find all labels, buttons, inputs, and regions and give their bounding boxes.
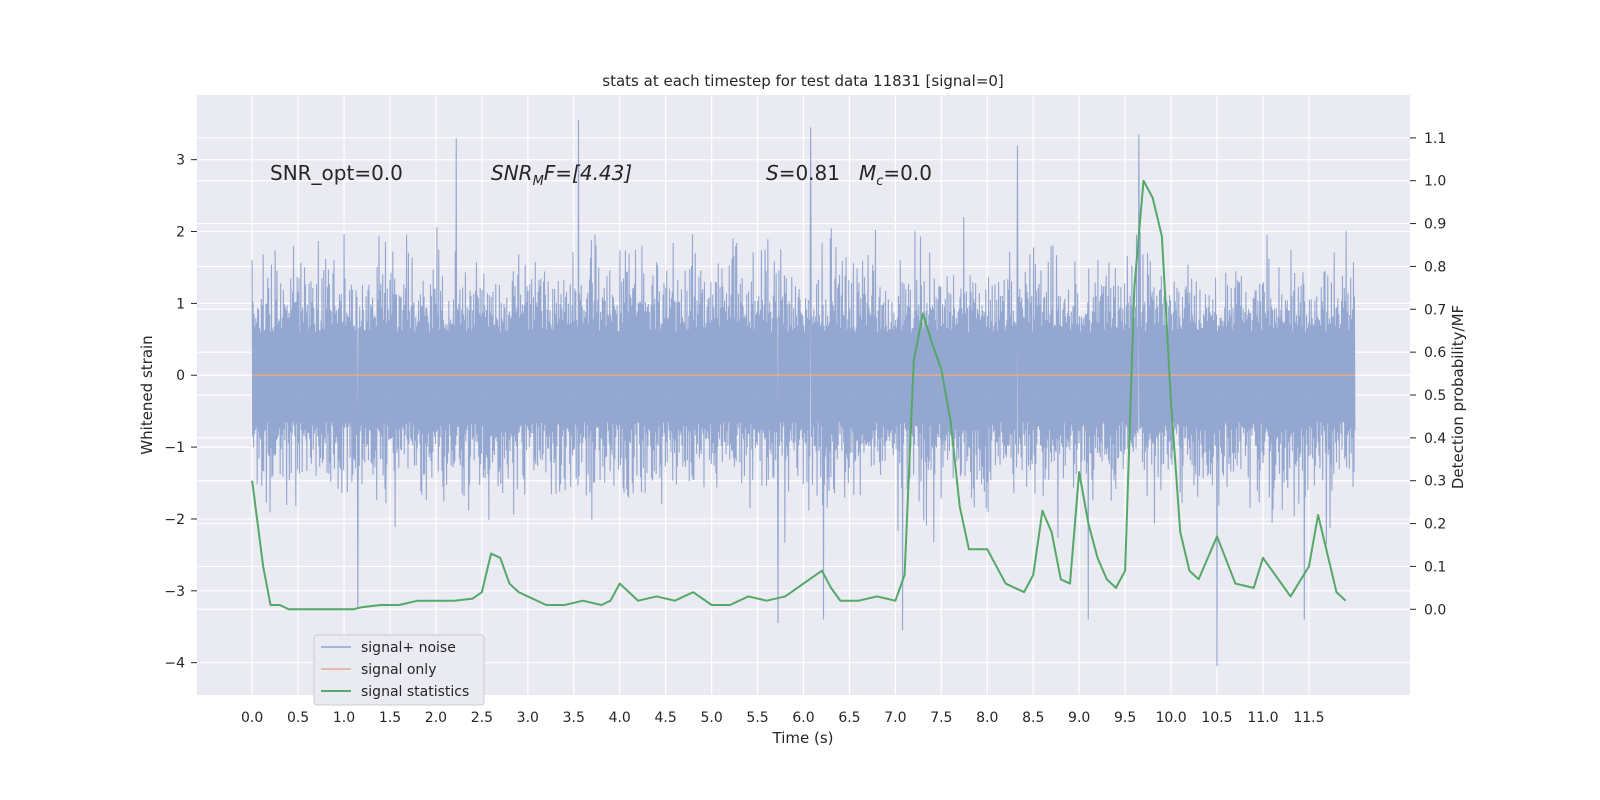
annotation-snr-opt: SNR_opt=0.0 [270, 161, 403, 185]
legend-label-signal-noise: signal+ noise [361, 640, 456, 656]
line-signal-noise [251, 120, 1356, 667]
y2-tick-label: 0.1 [1424, 559, 1446, 575]
x-tick-label: 4.5 [655, 710, 677, 726]
x-tick-label: 5.0 [700, 710, 722, 726]
y-tick-label: −2 [164, 512, 185, 528]
y2-tick-label: 0.8 [1424, 259, 1446, 275]
series-signal-noise [251, 120, 1356, 667]
x-tick-label: 4.0 [609, 710, 631, 726]
annotation-snr-mf: SNRMF=[4.43] [491, 161, 632, 189]
x-tick-label: 3.5 [563, 710, 585, 726]
annotation-s: S=0.81 [766, 161, 840, 185]
x-tick-label: 1.5 [379, 710, 401, 726]
x-tick-label: 8.5 [1022, 710, 1044, 726]
x-tick-label: 10.5 [1201, 710, 1232, 726]
x-tick-label: 6.0 [792, 710, 814, 726]
y2-tick-label: 0.6 [1424, 345, 1446, 361]
x-tick-label: 2.0 [425, 710, 447, 726]
y-tick-label: −4 [164, 656, 185, 672]
legend-frame [313, 634, 485, 706]
x-tick-label: 1.0 [333, 710, 355, 726]
x-tick-label: 3.0 [517, 710, 539, 726]
x-tick-label: 0.0 [241, 710, 263, 726]
x-tick-label: 2.5 [471, 710, 493, 726]
y2-tick-label: 1.0 [1424, 174, 1446, 190]
y-axis-title: Whitened strain [138, 335, 156, 454]
x-tick-label: 7.0 [884, 710, 906, 726]
y2-tick-label: 0.2 [1424, 517, 1446, 533]
y2-tick-label: 0.3 [1424, 474, 1446, 490]
legend-label-signal-statistics: signal statistics [361, 684, 469, 700]
x-tick-label: 0.5 [287, 710, 309, 726]
y-tick-label: −1 [164, 440, 185, 456]
y2-axis-title: Detection probability/MF [1449, 305, 1467, 489]
y-tick-label: 3 [176, 153, 185, 169]
x-tick-label: 6.5 [838, 710, 860, 726]
series-signal-statistics [251, 179, 1347, 611]
y2-tick-label: 0.0 [1424, 602, 1446, 618]
x-tick-label: 9.0 [1068, 710, 1090, 726]
y-tick-label: −3 [164, 584, 185, 600]
legend-label-signal-only: signal only [361, 662, 436, 678]
y2-tick-label: 0.5 [1424, 388, 1446, 404]
y2-tick-label: 0.4 [1424, 431, 1446, 447]
x-axis-title: Time (s) [772, 729, 834, 747]
y-tick-label: 0 [176, 368, 185, 384]
y2-tick-label: 0.9 [1424, 217, 1446, 233]
legend: signal+ noise signal only signal statist… [313, 634, 485, 706]
annotation-mc: Mc=0.0 [859, 161, 932, 189]
x-tick-label: 10.0 [1155, 710, 1186, 726]
chart-title: stats at each timestep for test data 118… [602, 72, 1003, 90]
y-tick-label: 2 [176, 225, 185, 241]
axis-ticks: 0.0 0.5 1.0 1.5 2.0 2.5 3.0 3.5 4.0 4.5 5.0 5.5 6.0 6… [164, 131, 1446, 726]
line-signal-statistics [251, 179, 1347, 611]
x-tick-label: 7.5 [930, 710, 952, 726]
x-tick-label: 11.5 [1293, 710, 1324, 726]
x-tick-label: 11.0 [1247, 710, 1278, 726]
x-tick-label: 9.5 [1114, 710, 1136, 726]
y2-tick-label: 1.1 [1424, 131, 1446, 147]
y2-tick-label: 0.7 [1424, 302, 1446, 318]
x-tick-label: 5.5 [746, 710, 768, 726]
x-tick-label: 8.0 [976, 710, 998, 726]
y-tick-label: 1 [176, 296, 185, 312]
